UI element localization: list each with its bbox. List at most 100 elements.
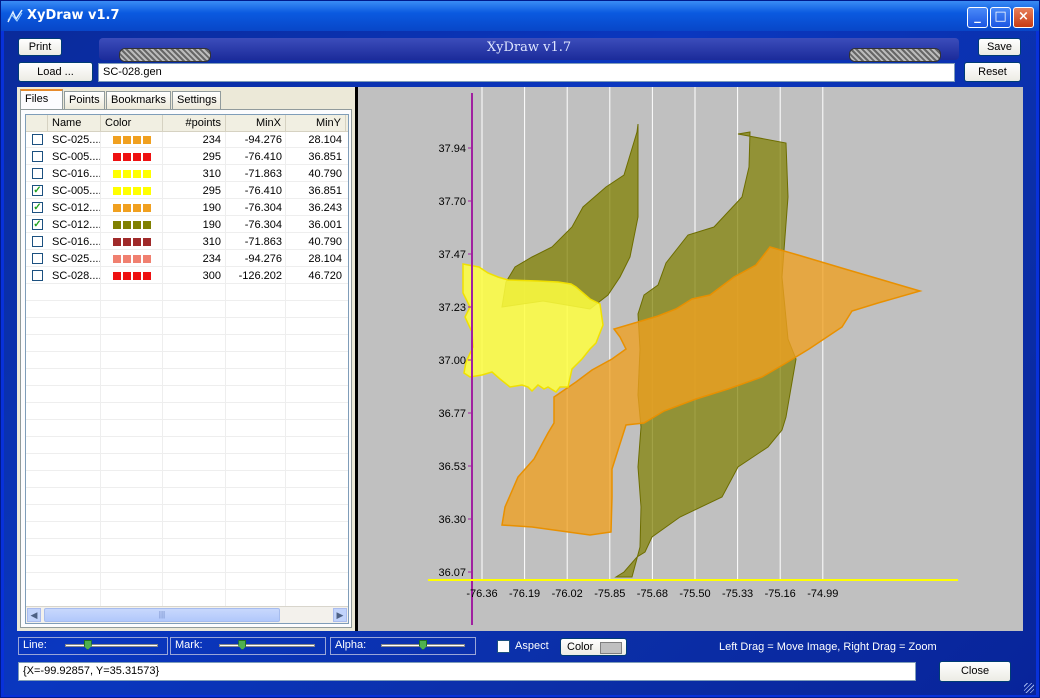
file-list[interactable]: Name Color #points MinX MinY SC-025.... 2… <box>25 114 349 624</box>
list-gridlines <box>26 131 348 607</box>
y-tick-label: 37.00 <box>438 355 466 367</box>
header-minx[interactable]: MinX <box>226 115 286 131</box>
color-swatch <box>113 272 121 281</box>
close-window-button[interactable]: × <box>1013 7 1034 28</box>
row-miny: 36.851 <box>308 151 342 163</box>
maximize-button[interactable]: □ <box>990 7 1011 28</box>
load-button[interactable]: Load ... <box>18 62 93 82</box>
tab-settings[interactable]: Settings <box>172 91 221 109</box>
x-tick-label: -75.85 <box>594 588 625 600</box>
table-row[interactable]: SC-016.... 310 -71.863 40.790 <box>26 166 348 183</box>
header-name[interactable]: Name <box>48 115 101 131</box>
row-color-swatches <box>113 132 161 148</box>
alpha-slider-knob[interactable] <box>419 640 427 650</box>
color-swatch <box>113 153 121 162</box>
color-swatch <box>143 204 151 213</box>
scroll-right-icon[interactable]: ▶ <box>333 608 347 622</box>
table-row[interactable]: SC-025.... 234 -94.276 28.104 <box>26 132 348 149</box>
row-checkbox[interactable] <box>32 134 43 145</box>
tab-points[interactable]: Points <box>64 91 105 109</box>
table-row[interactable]: ✓ SC-012.... 190 -76.304 36.001 <box>26 217 348 234</box>
scroll-left-icon[interactable]: ◀ <box>27 608 41 622</box>
resize-grip-icon[interactable] <box>1024 683 1034 693</box>
row-color-swatches <box>113 200 161 216</box>
row-minx: -76.410 <box>244 185 282 197</box>
tab-files[interactable]: Files <box>20 89 63 110</box>
row-miny: 40.790 <box>308 236 342 248</box>
row-color-swatches <box>113 268 161 284</box>
table-row[interactable]: SC-005.... 295 -76.410 36.851 <box>26 149 348 166</box>
save-button[interactable]: Save <box>978 38 1021 56</box>
row-miny: 28.104 <box>308 253 342 265</box>
alpha-label: Alpha: <box>335 639 367 651</box>
files-panel: Files Points Bookmarks Settings Name Col… <box>17 87 355 631</box>
row-checkbox[interactable]: ✓ <box>32 202 43 213</box>
color-swatch <box>143 272 151 281</box>
x-tick-label: -74.99 <box>807 588 838 600</box>
reset-button[interactable]: Reset <box>964 62 1021 82</box>
color-button[interactable]: Color <box>560 638 627 656</box>
row-checkbox[interactable]: ✓ <box>32 219 43 230</box>
table-row[interactable]: ✓ SC-012.... 190 -76.304 36.243 <box>26 200 348 217</box>
minimize-button[interactable]: _ <box>967 7 988 28</box>
banner-title: XyDraw v1.7 <box>486 40 572 55</box>
aspect-checkbox[interactable] <box>497 640 510 653</box>
color-swatch <box>113 204 121 213</box>
scroll-thumb[interactable]: ||| <box>44 608 280 622</box>
mark-slider[interactable] <box>213 638 321 654</box>
print-button[interactable]: Print <box>18 38 62 56</box>
color-swatch <box>123 221 131 230</box>
color-swatch <box>133 187 141 196</box>
table-row[interactable]: SC-016.... 310 -71.863 40.790 <box>26 234 348 251</box>
mark-label: Mark: <box>175 639 203 651</box>
color-swatch <box>123 153 131 162</box>
tab-bookmarks[interactable]: Bookmarks <box>106 91 171 109</box>
row-name: SC-016.... <box>52 236 100 248</box>
table-row[interactable]: SC-028.... 300 -126.202 46.720 <box>26 268 348 285</box>
row-checkbox[interactable] <box>32 151 43 162</box>
y-tick-label: 36.53 <box>438 461 466 473</box>
row-checkbox[interactable] <box>32 168 43 179</box>
yellow-shape <box>462 263 604 393</box>
row-checkbox[interactable] <box>32 270 43 281</box>
file-path-field[interactable]: SC-028.gen <box>98 63 955 82</box>
help-text: Left Drag = Move Image, Right Drag = Zoo… <box>719 641 937 653</box>
title-bar[interactable]: XyDraw v1.7 _ □ × <box>1 1 1039 31</box>
row-checkbox[interactable]: ✓ <box>32 185 43 196</box>
line-control: Line: <box>18 637 168 655</box>
x-tick-label: -76.36 <box>466 588 497 600</box>
header-miny[interactable]: MinY <box>286 115 346 131</box>
row-color-swatches <box>113 234 161 250</box>
y-tick-label: 37.23 <box>438 302 466 314</box>
row-name: SC-005.... <box>52 185 100 197</box>
row-minx: -71.863 <box>244 236 282 248</box>
client-area: Print XyDraw v1.7 Save Load ... SC-028.g… <box>4 31 1036 695</box>
color-swatch <box>133 221 141 230</box>
x-tick-label: -75.50 <box>679 588 710 600</box>
row-color-swatches <box>113 166 161 182</box>
mark-slider-knob[interactable] <box>238 640 247 650</box>
row-checkbox[interactable] <box>32 236 43 247</box>
color-swatch <box>143 153 151 162</box>
row-minx: -94.276 <box>244 134 282 146</box>
close-button[interactable]: Close <box>939 661 1011 682</box>
line-slider-knob[interactable] <box>83 640 92 650</box>
header-points[interactable]: #points <box>163 115 226 131</box>
line-slider-track <box>65 644 158 647</box>
horizontal-scrollbar[interactable]: ◀ ||| ▶ <box>26 606 348 623</box>
olive-shape-upper-left <box>501 123 639 310</box>
color-swatch <box>113 170 121 179</box>
row-checkbox[interactable] <box>32 253 43 264</box>
table-row[interactable]: SC-025.... 234 -94.276 28.104 <box>26 251 348 268</box>
y-tick-label: 36.77 <box>438 408 466 420</box>
color-swatch <box>123 255 131 264</box>
header-color[interactable]: Color <box>101 115 163 131</box>
alpha-slider[interactable] <box>375 638 471 654</box>
color-button-label: Color <box>567 641 594 653</box>
table-row[interactable]: ✓ SC-005.... 295 -76.410 36.851 <box>26 183 348 200</box>
plot-canvas[interactable]: 37.94 37.70 37.47 37.23 37.00 36.77 36.53 36.30… <box>358 87 1023 631</box>
line-slider[interactable] <box>59 638 164 654</box>
row-miny: 46.720 <box>308 270 342 282</box>
row-points: 295 <box>202 151 221 163</box>
coordinates-field[interactable]: {X=-99.92857, Y=35.31573} <box>18 662 916 681</box>
